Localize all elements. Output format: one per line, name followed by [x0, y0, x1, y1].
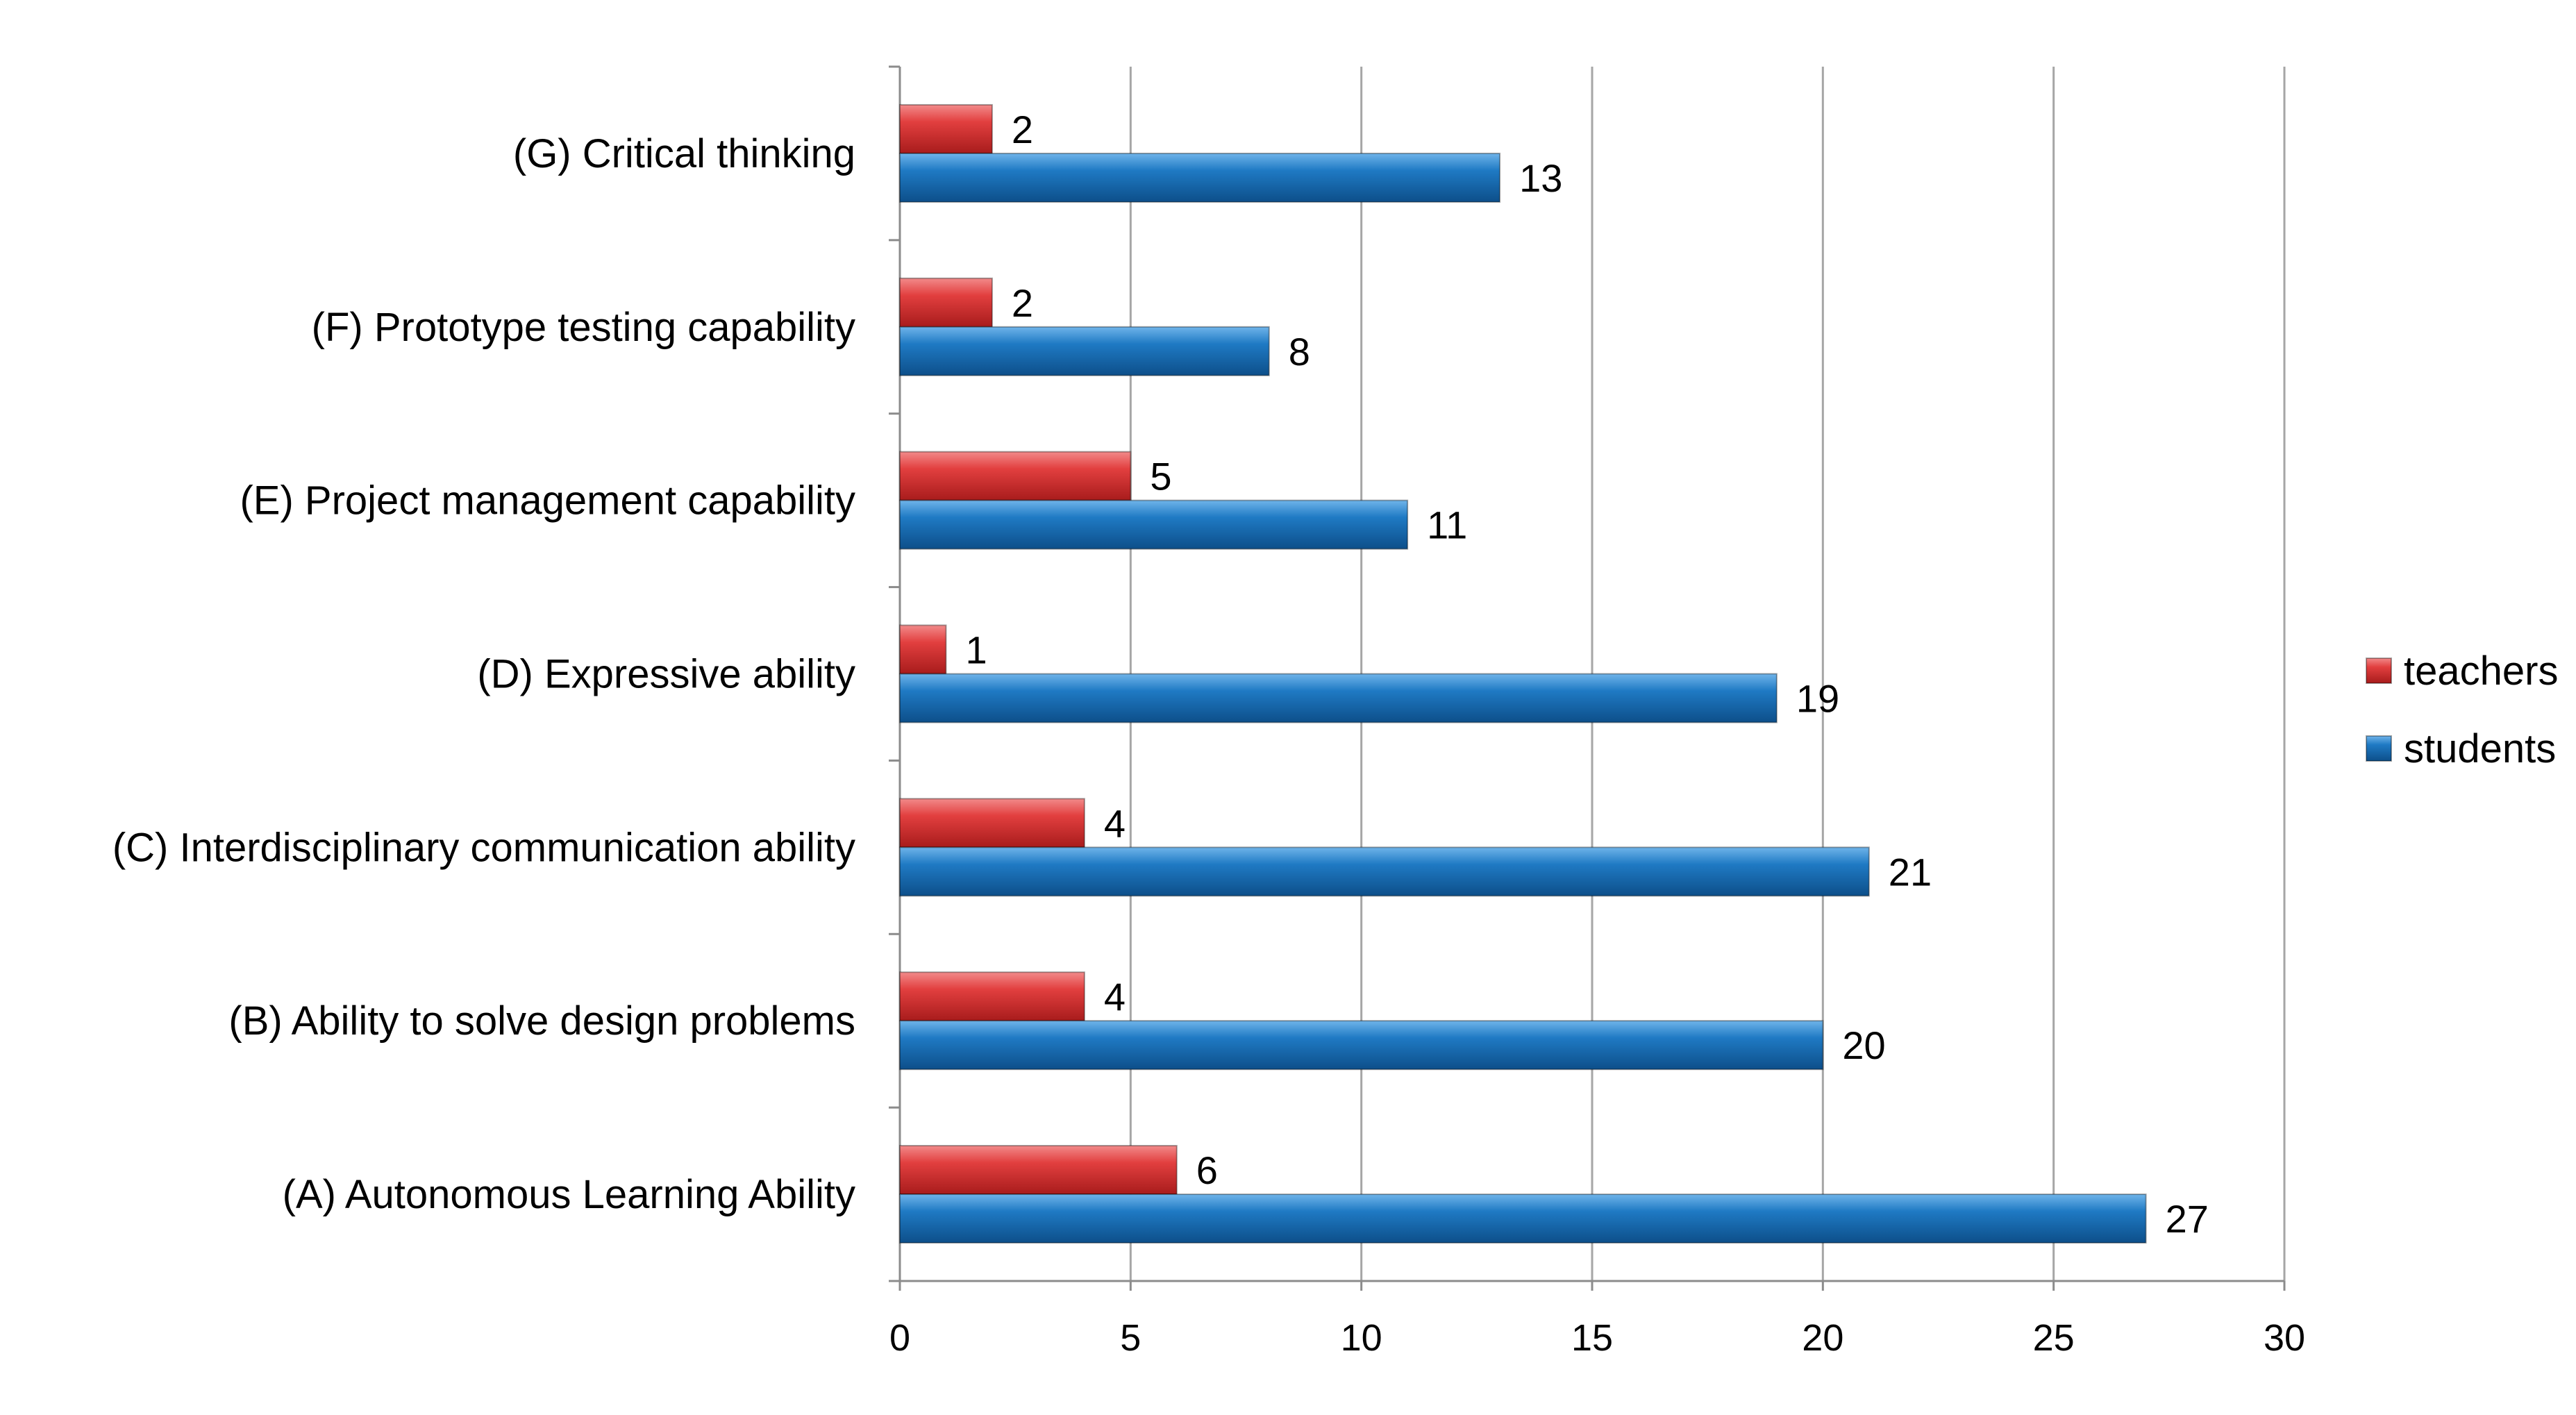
bar-teachers-b-ability-to-solve-design-problems [899, 971, 1085, 1022]
data-label-students-g-critical-thinking: 13 [1519, 156, 1562, 200]
category-label-f-prototype-testing-capability: (F) Prototype testing capability [312, 305, 855, 350]
data-label-students-b-ability-to-solve-design-problems: 20 [1842, 1023, 1885, 1067]
category-label-e-project-management-capability: (E) Project management capability [240, 478, 855, 524]
bar-teachers-d-expressive-ability [899, 624, 947, 675]
x-tick-label-5: 5 [1120, 1317, 1141, 1359]
bar-teachers-f-prototype-testing-capability [899, 277, 993, 328]
legend-label-teachers: teachers [2404, 648, 2558, 694]
category-label-b-ability-to-solve-design-problems: (B) Ability to solve design problems [228, 998, 855, 1044]
bar-students-g-critical-thinking [899, 152, 1501, 203]
category-label-g-critical-thinking: (G) Critical thinking [513, 131, 855, 176]
legend-swatch-teachers [2366, 658, 2392, 684]
bar-teachers-e-project-management-capability [899, 451, 1132, 501]
x-tick-label-10: 10 [1341, 1317, 1382, 1359]
data-label-teachers-b-ability-to-solve-design-problems: 4 [1104, 975, 1126, 1019]
x-tick-label-30: 30 [2264, 1317, 2305, 1359]
category-label-a-autonomous-learning-ability: (A) Autonomous Learning Ability [283, 1172, 855, 1217]
data-label-students-f-prototype-testing-capability: 8 [1289, 330, 1310, 374]
bar-students-a-autonomous-learning-ability [899, 1194, 2147, 1244]
data-label-teachers-e-project-management-capability: 5 [1150, 455, 1171, 499]
data-label-teachers-c-interdisciplinary-communication-ability: 4 [1104, 801, 1126, 845]
bar-students-b-ability-to-solve-design-problems [899, 1020, 1824, 1071]
data-label-teachers-f-prototype-testing-capability: 2 [1012, 281, 1033, 325]
data-label-students-c-interdisciplinary-communication-ability: 21 [1889, 850, 1932, 894]
labels: (A) Autonomous Learning Ability 6 27 (B) Ab… [112, 108, 2209, 1241]
legend: teachers students [2366, 648, 2558, 771]
data-label-teachers-g-critical-thinking: 2 [1012, 108, 1033, 151]
bar-students-f-prototype-testing-capability [899, 326, 1270, 376]
data-label-teachers-d-expressive-ability: 1 [965, 628, 987, 672]
bar-teachers-g-critical-thinking [899, 103, 993, 154]
x-tick-label-20: 20 [1802, 1317, 1843, 1359]
data-label-students-a-autonomous-learning-ability: 27 [2166, 1197, 2209, 1241]
axes: 0 5 10 15 20 25 30 [889, 65, 2305, 1359]
bar-students-c-interdisciplinary-communication-ability [899, 846, 1870, 897]
bars [899, 103, 2147, 1244]
legend-swatch-students [2366, 735, 2392, 762]
x-tick-label-0: 0 [889, 1317, 910, 1359]
bar-teachers-c-interdisciplinary-communication-ability [899, 798, 1085, 848]
bar-students-e-project-management-capability [899, 499, 1409, 550]
category-label-d-expressive-ability: (D) Expressive ability [477, 652, 855, 697]
data-label-students-d-expressive-ability: 19 [1796, 677, 1839, 721]
data-label-students-e-project-management-capability: 11 [1427, 503, 1467, 547]
legend-label-students: students [2404, 726, 2556, 771]
bar-students-d-expressive-ability [899, 673, 1778, 723]
bar-teachers-a-autonomous-learning-ability [899, 1145, 1178, 1196]
x-tick-label-15: 15 [1571, 1317, 1613, 1359]
category-label-c-interdisciplinary-communication-ability: (C) Interdisciplinary communication abil… [112, 825, 855, 870]
x-tick-label-25: 25 [2033, 1317, 2075, 1359]
data-label-teachers-a-autonomous-learning-ability: 6 [1196, 1148, 1218, 1192]
